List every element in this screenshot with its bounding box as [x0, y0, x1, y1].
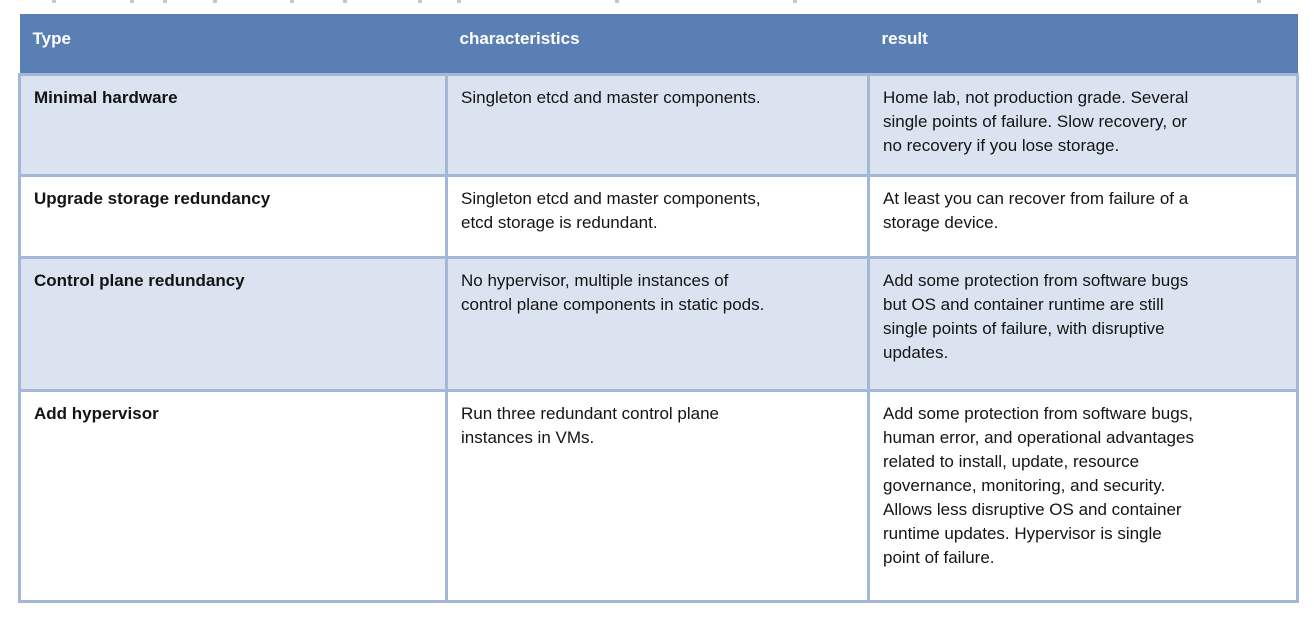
table-row-upgrade-storage-redundancy: Upgrade storage redundancy Singleton etc…	[18, 173, 1299, 259]
cell-type: Control plane redundancy	[18, 255, 448, 392]
cropped-text-mark	[130, 0, 134, 3]
cell-characteristics: Singleton etcd and master components, et…	[445, 173, 870, 259]
cropped-text-mark	[793, 0, 797, 3]
cropped-text-artifacts	[0, 0, 1314, 4]
cropped-text-mark	[343, 0, 347, 3]
table-row-control-plane-redundancy: Control plane redundancy No hypervisor, …	[18, 255, 1299, 392]
cell-result: At least you can recover from failure of…	[867, 173, 1299, 259]
cell-result: Add some protection from software bugs b…	[867, 255, 1299, 392]
cropped-text-mark	[52, 0, 56, 3]
cell-result: Home lab, not production grade. Several …	[867, 72, 1299, 177]
cell-type: Minimal hardware	[18, 72, 448, 177]
cropped-text-mark	[615, 0, 619, 3]
cell-type: Upgrade storage redundancy	[18, 173, 448, 259]
column-header-characteristics: characteristics	[446, 14, 869, 76]
cluster-setup-table: Type characteristics result Minimal hard…	[18, 14, 1299, 603]
cell-characteristics: Run three redundant control plane instan…	[445, 388, 870, 603]
header-row: Type characteristics result	[19, 14, 1298, 76]
cell-result: Add some protection from software bugs, …	[867, 388, 1299, 603]
cropped-text-mark	[457, 0, 461, 3]
table-header: Type characteristics result	[19, 14, 1298, 76]
cropped-text-mark	[290, 0, 294, 3]
cell-characteristics: Singleton etcd and master components.	[445, 72, 870, 177]
cropped-text-mark	[213, 0, 217, 3]
cell-characteristics: No hypervisor, multiple instances of con…	[445, 255, 870, 392]
cropped-text-mark	[1257, 0, 1261, 3]
cropped-text-mark	[163, 0, 167, 3]
table-row-add-hypervisor: Add hypervisor Run three redundant contr…	[18, 388, 1299, 603]
cell-type: Add hypervisor	[18, 388, 448, 603]
column-header-result: result	[868, 14, 1298, 76]
cropped-text-mark	[418, 0, 422, 3]
table-row-minimal-hardware: Minimal hardware Singleton etcd and mast…	[18, 72, 1299, 177]
column-header-type: Type	[19, 14, 447, 76]
table-body: Minimal hardware Singleton etcd and mast…	[18, 72, 1299, 603]
